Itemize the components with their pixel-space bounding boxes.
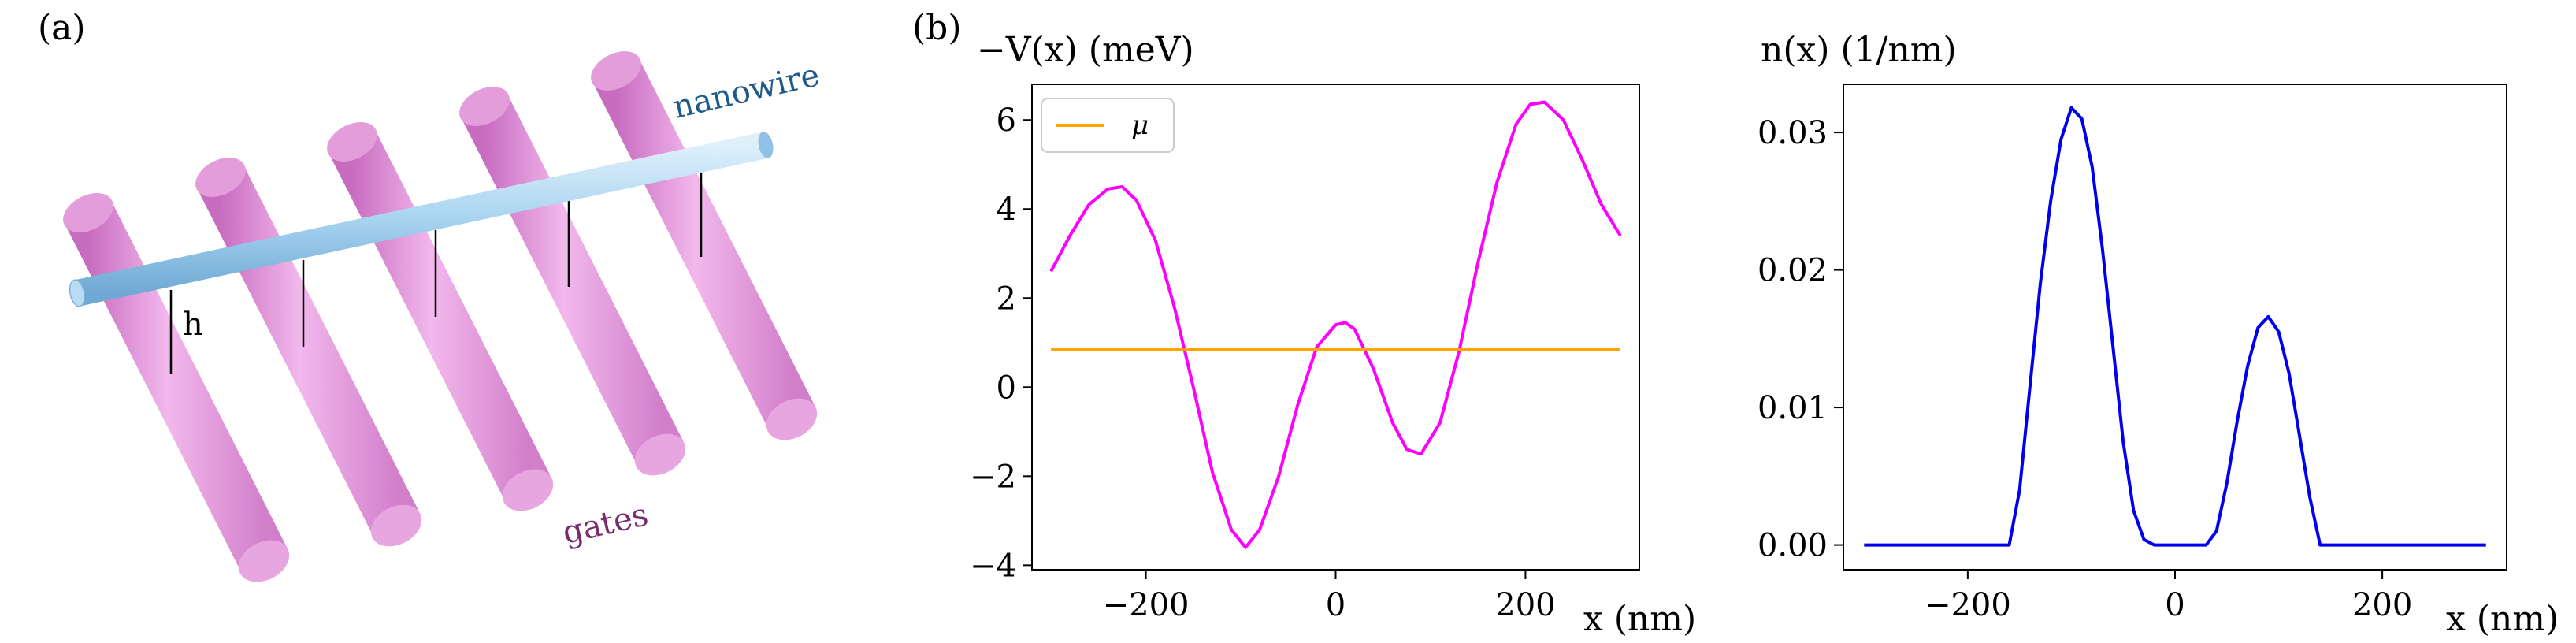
gate-rod-5 — [591, 51, 818, 440]
height-markers — [169, 172, 703, 374]
gate-rod-4 — [459, 87, 686, 476]
ytick-label: 0 — [997, 370, 1016, 406]
density-xlabel: x (nm) — [2446, 599, 2559, 639]
chart-potential: −V(x) (meV) x (nm) −4 −2 0 2 4 6 −200 0 200 μ — [970, 30, 1696, 639]
gates-group — [63, 51, 818, 582]
xtick-label: 0 — [2165, 587, 2184, 623]
gate-rod-2 — [195, 158, 422, 547]
ytick-label: −4 — [970, 548, 1016, 584]
panel-a-label: (a) — [38, 8, 86, 48]
potential-ylabel: −V(x) (meV) — [977, 30, 1194, 70]
potential-series — [1049, 100, 1622, 549]
xtick-label: 200 — [1495, 587, 1555, 623]
height-label: h — [183, 307, 203, 343]
gate-rod-3 — [327, 122, 554, 511]
ytick-label: 0.03 — [1758, 115, 1828, 151]
potential-xlabel: x (nm) — [1583, 599, 1696, 639]
density-xticks: −200 0 200 — [1925, 570, 2412, 623]
ytick-label: 4 — [997, 191, 1016, 228]
density-series — [1864, 106, 2486, 547]
chart-density: n(x) (1/nm) x (nm) 0.00 0.01 0.02 0.03 −200… — [1758, 30, 2559, 639]
xtick-label: 200 — [2352, 587, 2412, 623]
gates-label: gates — [559, 496, 651, 552]
density-yticks: 0.00 0.01 0.02 0.03 — [1758, 115, 1843, 564]
panel-a: (a) — [38, 8, 823, 582]
legend-mu-label: μ — [1131, 110, 1149, 141]
potential-yticks: −4 −2 0 2 4 6 — [970, 102, 1032, 584]
series-line-curve — [1864, 106, 2486, 547]
series-line-curve — [1049, 100, 1622, 549]
gate-rod-1 — [63, 193, 290, 582]
ytick-label: 0.01 — [1758, 390, 1828, 426]
nanowire — [69, 132, 774, 307]
xtick-label: 0 — [1326, 587, 1346, 623]
potential-legend: μ — [1041, 98, 1175, 153]
ytick-label: 2 — [997, 281, 1016, 317]
panel-b-label: (b) — [912, 8, 962, 48]
potential-xticks: −200 0 200 — [1103, 570, 1556, 623]
xtick-label: −200 — [1925, 587, 2011, 623]
density-plot-area — [1843, 84, 2507, 571]
xtick-label: −200 — [1103, 587, 1190, 623]
ytick-label: −2 — [970, 459, 1016, 495]
density-ylabel: n(x) (1/nm) — [1761, 30, 1957, 70]
ytick-label: 0.02 — [1758, 253, 1828, 289]
ytick-label: 0.00 — [1758, 528, 1828, 564]
nanowire-label: nanowire — [670, 57, 823, 125]
ytick-label: 6 — [997, 102, 1016, 139]
